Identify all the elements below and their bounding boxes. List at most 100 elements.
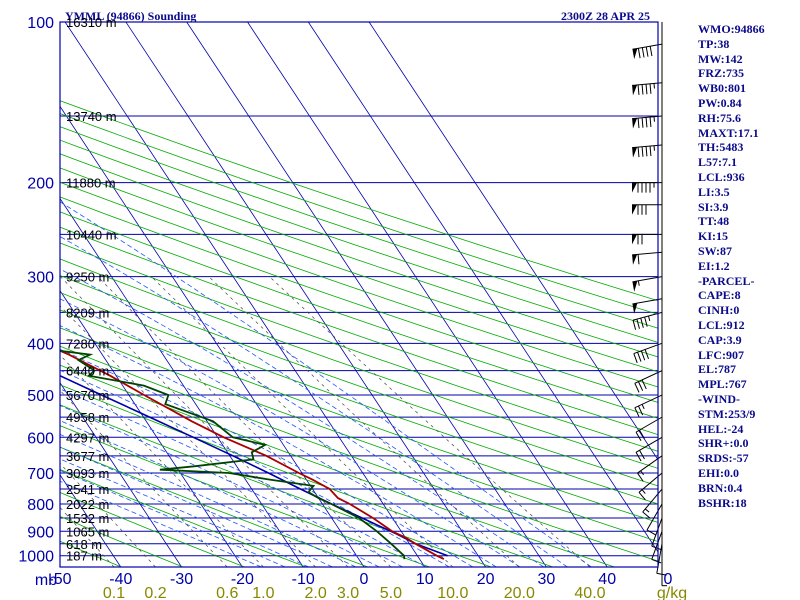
index-item: SHR+:0.0 (698, 436, 749, 451)
height-label: 4297 m (66, 430, 109, 445)
dry-adiabat-line (60, 425, 430, 567)
index-item: SI:3.9 (698, 199, 729, 214)
moist-adiabat-line (60, 420, 380, 567)
height-label: 3093 m (66, 466, 109, 481)
index-item: MAXT:17.1 (698, 125, 759, 140)
index-item: -PARCEL- (698, 273, 755, 288)
height-label: 9250 m (66, 270, 109, 285)
index-item: TT:48 (698, 214, 730, 229)
wind-barb (642, 488, 663, 519)
temperature-tick-label: 10 (416, 571, 434, 588)
dry-adiabat-line (60, 275, 658, 487)
wind-barb (661, 555, 667, 587)
pressure-tick-label: 200 (27, 176, 54, 193)
index-item: CAP:3.9 (698, 332, 742, 347)
height-label: 1532 m (66, 511, 109, 526)
index-item: PW:0.84 (698, 95, 742, 110)
index-item: CAPE:8 (698, 288, 741, 303)
mixing-ratio-unit-label: g/kg (657, 585, 687, 600)
moist-adiabat-line (60, 201, 592, 567)
isotherm-line (125, 22, 486, 567)
chart-profiles (60, 349, 448, 560)
parcel-trace (60, 374, 448, 557)
isotherm-line (60, 382, 182, 567)
isotherm-line (60, 197, 304, 567)
moist-adiabat-line (60, 325, 497, 567)
temperature-tick-label: 20 (477, 571, 495, 588)
dry-adiabat-line (60, 292, 658, 505)
temperature-tick-label: -50 (48, 571, 71, 588)
pressure-unit-label: mb (35, 572, 57, 589)
index-item: LCL:936 (698, 169, 745, 184)
temperature-tick-label: -10 (292, 571, 315, 588)
wind-barb (632, 144, 663, 158)
height-label: 3677 m (66, 449, 109, 464)
index-item: TH:5483 (698, 140, 744, 155)
pressure-tick-label: 500 (27, 388, 54, 405)
dry-adiabat-line (60, 181, 658, 388)
temperature-tick-label: 40 (598, 571, 616, 588)
mixing-ratio-tick-label: 0.1 (103, 585, 125, 600)
index-item: STM:253/9 (698, 406, 756, 421)
moist-adiabat-line (60, 268, 544, 567)
mixing-ratio-tick-label: 5.0 (380, 585, 402, 600)
wind-barb (632, 115, 663, 129)
wind-barb (646, 503, 663, 536)
dry-adiabat-line (60, 153, 658, 358)
index-item: LI:3.5 (698, 184, 730, 199)
index-item: SW:87 (698, 243, 733, 258)
moist-adiabat-line (60, 446, 333, 567)
index-item: SRDS:-57 (698, 451, 749, 466)
wind-barb (633, 342, 663, 364)
index-item: KI:15 (698, 229, 728, 244)
plot-frame (59, 21, 659, 568)
isotherm-line (64, 22, 426, 567)
index-item: CINH:0 (698, 303, 740, 318)
dry-adiabat-line (60, 345, 658, 562)
moist-adiabat-line (60, 236, 568, 567)
wind-barb (632, 298, 663, 314)
mixing-ratio-tick-label: 0.6 (216, 585, 238, 600)
moist-adiabat-line (60, 405, 403, 567)
dry-adiabat-line (60, 226, 658, 436)
index-item: EI:1.2 (698, 258, 730, 273)
wind-barb (632, 182, 662, 193)
isotherm-line (60, 289, 243, 567)
dry-adiabat-line (60, 100, 658, 302)
mixing-ratio-tick-label: 20.0 (504, 585, 535, 600)
dry-adiabat-line (60, 196, 658, 403)
height-label: 13740 m (66, 109, 117, 124)
isotherm-line (60, 566, 61, 567)
pressure-tick-label: 400 (27, 336, 54, 353)
pressure-tick-label: 100 (27, 15, 54, 32)
dry-adiabat-line (60, 126, 658, 329)
mixing-ratio-tick-label: 3.0 (337, 585, 359, 600)
index-item: FRZ:735 (698, 66, 744, 81)
temperature-tick-label: -40 (109, 571, 132, 588)
dry-adiabat-line (60, 384, 554, 567)
index-item: -WIND- (698, 391, 740, 406)
moist-adiabat-line (60, 298, 521, 567)
index-item: TP:38 (698, 36, 730, 51)
chart-grid (60, 22, 658, 567)
dry-adiabat-line (60, 468, 307, 567)
wind-barbs (632, 22, 667, 587)
dry-adiabat-line (60, 258, 658, 469)
index-item: EHI:0.0 (698, 465, 740, 480)
height-label: 8209 m (66, 305, 109, 320)
temperature-tick-label: 30 (538, 571, 556, 588)
wind-barb (632, 43, 663, 60)
height-label: 187 m (66, 549, 102, 564)
wind-barb (632, 251, 663, 265)
pressure-tick-label: 700 (27, 466, 54, 483)
index-item: EL:787 (698, 362, 737, 377)
isotherm-line (60, 474, 122, 567)
height-label: 16310 m (66, 15, 117, 30)
height-label: 2541 m (66, 482, 109, 497)
wind-barb (632, 233, 662, 245)
height-label: 618 m (66, 537, 102, 552)
mixing-ratio-line (269, 276, 591, 567)
height-label: 2022 m (66, 497, 109, 512)
